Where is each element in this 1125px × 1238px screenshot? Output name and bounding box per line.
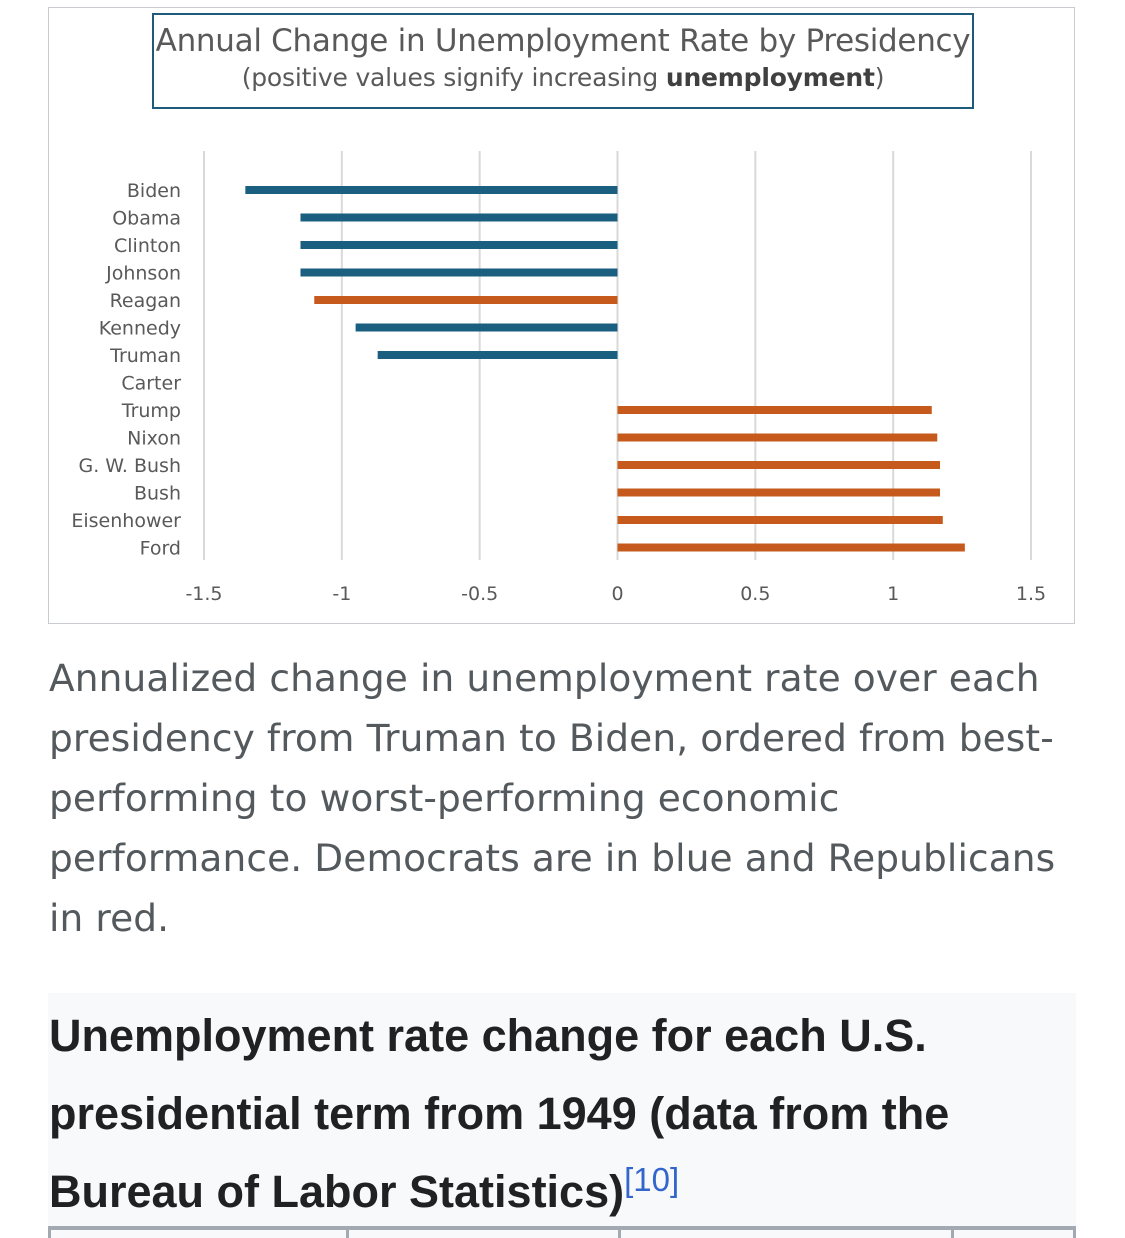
x-tick-label: -1.5 xyxy=(185,583,222,605)
x-tick-label: 0 xyxy=(611,583,623,605)
chart-title-box: Annual Change in Unemployment Rate by Pr… xyxy=(152,13,974,109)
bar xyxy=(377,351,618,359)
table-header-area: Unemployment rate change for each U.S. p… xyxy=(48,993,1076,1238)
table-column-divider xyxy=(346,1230,349,1238)
bar xyxy=(617,461,941,469)
table-caption: Unemployment rate change for each U.S. p… xyxy=(49,997,1069,1231)
category-label: Biden xyxy=(127,180,181,202)
category-label: Eisenhower xyxy=(71,510,181,532)
category-label: Nixon xyxy=(127,428,181,450)
category-label: G. W. Bush xyxy=(78,455,181,477)
chart-subtitle-emphasis: unemployment xyxy=(665,63,875,92)
x-tick-label: 1 xyxy=(887,583,899,605)
bar xyxy=(617,543,965,552)
bar xyxy=(300,268,618,277)
category-label: Clinton xyxy=(114,235,181,257)
category-label: Bush xyxy=(134,483,181,505)
table-column-divider xyxy=(951,1230,954,1238)
table-column-divider xyxy=(618,1230,621,1238)
chart-title: Annual Change in Unemployment Rate by Pr… xyxy=(155,23,971,59)
chart-figure: Annual Change in Unemployment Rate by Pr… xyxy=(48,7,1075,624)
bar xyxy=(300,213,618,222)
bar xyxy=(314,296,618,304)
reference-link[interactable]: [10] xyxy=(624,1161,680,1198)
bar-chart: -1.5 -1 -0.5 0 0.5 1 1.5 Biden Obama Clinton Johns… xyxy=(71,151,1046,605)
category-label: Johnson xyxy=(105,263,181,285)
x-tick-label: 1.5 xyxy=(1016,583,1046,605)
bar xyxy=(617,406,932,414)
bar xyxy=(617,516,943,524)
category-label: Ford xyxy=(140,538,181,560)
x-tick-label: -1 xyxy=(332,583,351,605)
category-label: Trump xyxy=(121,400,181,422)
x-tick-label: 0.5 xyxy=(740,583,770,605)
bar xyxy=(617,433,938,442)
figure-caption: Annualized change in unemployment rate o… xyxy=(49,656,1056,940)
table-column-divider xyxy=(48,1230,51,1238)
category-label: Obama xyxy=(112,208,181,230)
category-label: Kennedy xyxy=(99,318,181,340)
category-label: Carter xyxy=(121,373,181,395)
category-label: Reagan xyxy=(110,290,181,312)
bar xyxy=(300,241,618,249)
bar xyxy=(617,488,941,497)
x-tick-label: -0.5 xyxy=(461,583,498,605)
chart-subtitle-prefix: (positive values signify increasing xyxy=(241,63,666,92)
bar xyxy=(245,186,618,194)
category-label: Truman xyxy=(109,345,181,367)
bar xyxy=(355,323,618,332)
table-column-divider xyxy=(1073,1230,1076,1238)
chart-subtitle: (positive values signify increasing unem… xyxy=(154,63,972,92)
table-top-border xyxy=(48,1226,1076,1230)
table-caption-text: Unemployment rate change for each U.S. p… xyxy=(49,1010,950,1217)
chart-subtitle-suffix: ) xyxy=(874,63,885,92)
